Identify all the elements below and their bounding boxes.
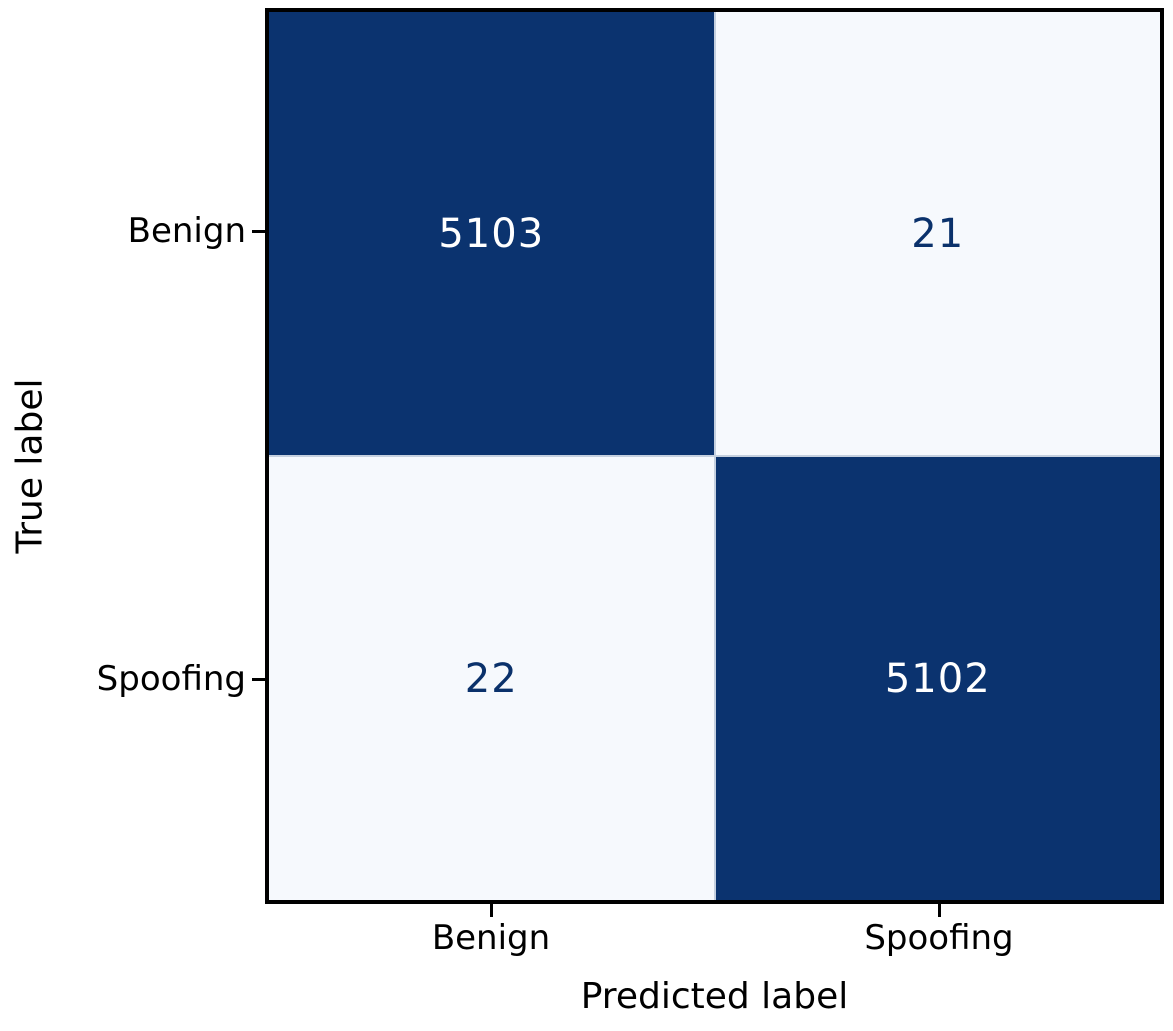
y-tick-spoofing <box>252 678 265 681</box>
heatmap-plot-area: 5103 21 22 5102 <box>265 8 1164 904</box>
matrix-cell-true-spoofing-pred-benign: 22 <box>269 457 714 900</box>
matrix-cell-true-spoofing-pred-spoofing: 5102 <box>715 457 1160 900</box>
y-tick-benign <box>252 230 265 233</box>
x-tick-spoofing <box>938 904 941 917</box>
matrix-cell-true-benign-pred-benign: 5103 <box>269 12 714 455</box>
x-ticklabel-benign: Benign <box>431 918 551 958</box>
x-ticklabel-spoofing: Spoofing <box>864 918 1014 958</box>
y-axis-title: True label <box>9 378 51 554</box>
matrix-cell-true-benign-pred-spoofing: 21 <box>715 12 1160 455</box>
x-tick-benign <box>490 904 493 917</box>
y-ticklabel-spoofing: Spoofing <box>96 659 246 699</box>
y-ticklabel-benign: Benign <box>127 211 246 251</box>
x-axis-title: Predicted label <box>580 976 849 1017</box>
